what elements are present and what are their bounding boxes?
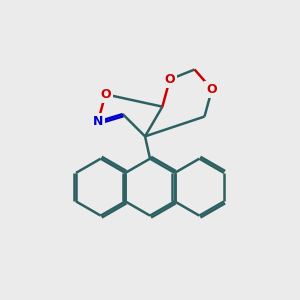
Text: O: O [207,83,217,96]
Text: N: N [93,115,103,128]
Text: O: O [164,73,175,86]
Text: O: O [100,88,111,101]
